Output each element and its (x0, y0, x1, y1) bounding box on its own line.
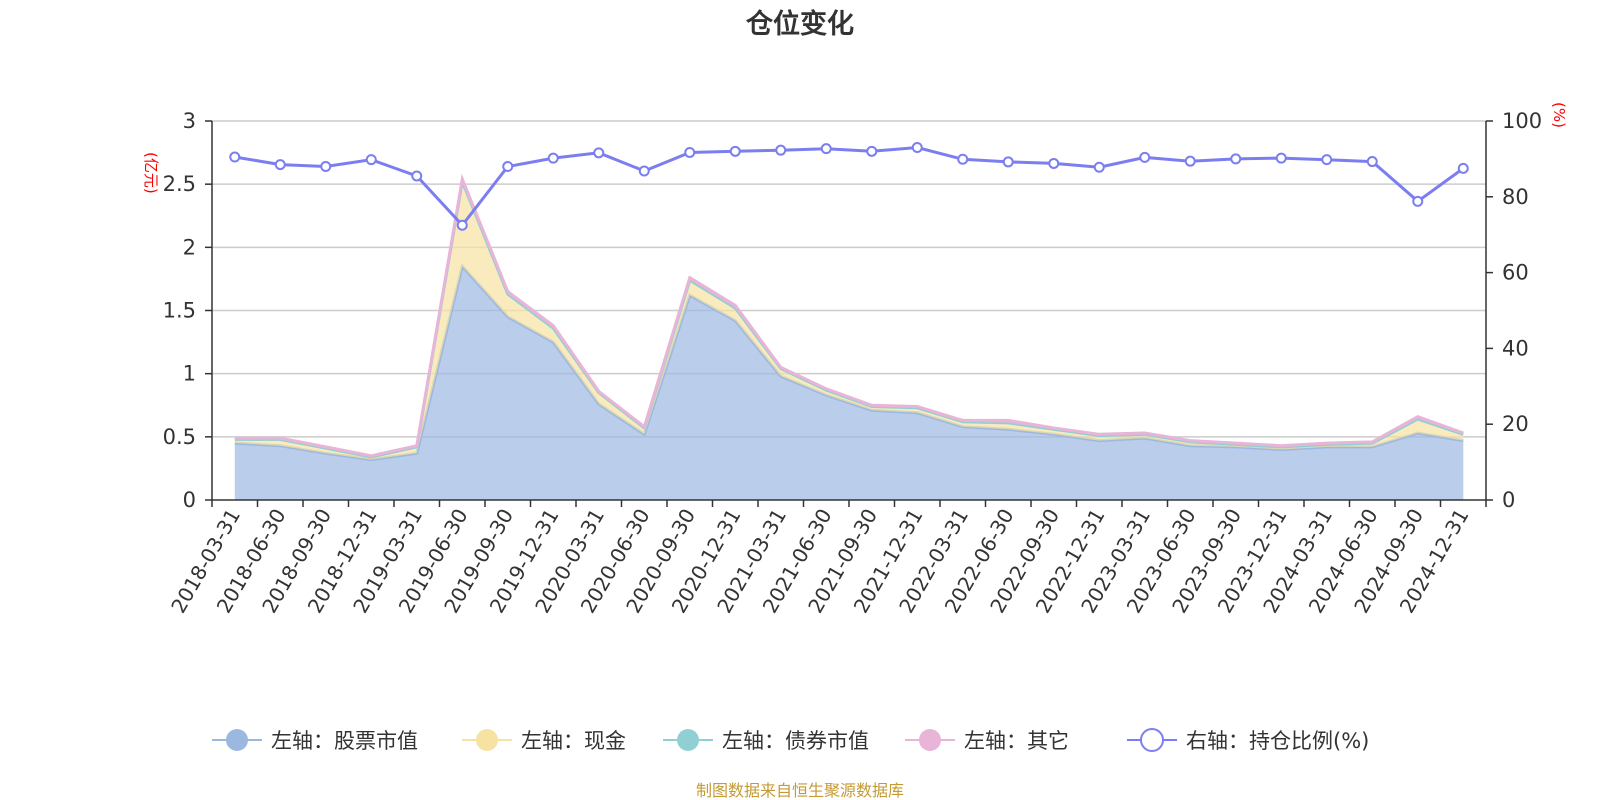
legend-label-2: 左轴：债券市值 (722, 729, 869, 753)
axes: 00.511.522.530204060801002018-03-312018-… (163, 109, 1543, 617)
legend-marker-3 (919, 729, 941, 751)
ratio-point (729, 145, 741, 157)
ratio-point (1457, 162, 1469, 174)
left-tick-label: 1.5 (163, 299, 196, 323)
ratio-point (1321, 154, 1333, 166)
right-tick-label: 80 (1502, 185, 1529, 209)
right-tick-label: 100 (1502, 109, 1542, 133)
ratio-point (593, 147, 605, 159)
ratio-point (1093, 161, 1105, 173)
ratio-point (957, 153, 969, 165)
ratio-line-series (229, 142, 1469, 231)
ratio-point (547, 152, 559, 164)
chart-title: 仓位变化 (745, 8, 854, 40)
right-axis-unit: (%) (1550, 102, 1568, 128)
legend: 左轴：股票市值 左轴：现金 左轴：债券市值 左轴：其它 右轴：持仓比例(%) (212, 728, 1369, 753)
left-tick-label: 0 (183, 488, 196, 512)
ratio-point (1139, 151, 1151, 163)
data-source-note: 制图数据来自恒生聚源数据库 (696, 781, 904, 800)
right-tick-label: 0 (1502, 488, 1515, 512)
ratio-point (911, 142, 923, 154)
ratio-point (320, 160, 332, 172)
right-tick-label: 60 (1502, 261, 1529, 285)
left-tick-label: 2.5 (163, 172, 196, 196)
ratio-point (1002, 156, 1014, 168)
ratio-point (820, 143, 832, 155)
ratio-point (502, 160, 514, 172)
legend-marker-2 (677, 729, 699, 751)
ratio-point (411, 170, 423, 182)
ratio-point (274, 159, 286, 171)
ratio-point (229, 151, 241, 163)
left-tick-label: 1 (183, 362, 196, 386)
ratio-point (866, 145, 878, 157)
legend-marker-1 (476, 729, 498, 751)
ratio-point (1275, 152, 1287, 164)
ratio-point (1048, 157, 1060, 169)
ratio-line (234, 145, 1465, 228)
legend-label-0: 左轴：股票市值 (271, 729, 418, 753)
left-tick-label: 2 (183, 235, 196, 259)
area-series (234, 173, 1464, 500)
ratio-point (684, 146, 696, 158)
left-tick-label: 3 (183, 109, 196, 133)
ratio-point (365, 154, 377, 166)
ratio-point (456, 219, 468, 231)
legend-label-1: 左轴：现金 (521, 729, 626, 753)
right-tick-label: 40 (1502, 336, 1529, 360)
ratio-point (1184, 155, 1196, 167)
grid-lines (212, 120, 1486, 438)
legend-label-3: 左轴：其它 (964, 729, 1069, 753)
left-axis-unit: (亿元) (142, 152, 160, 194)
ratio-point (775, 144, 787, 156)
left-tick-label: 0.5 (163, 425, 196, 449)
legend-label-4: 右轴：持仓比例(%) (1186, 729, 1369, 753)
legend-marker-4 (1140, 728, 1164, 752)
area-edge-3 (234, 173, 1464, 458)
legend-marker-0 (226, 729, 248, 751)
right-tick-label: 20 (1502, 412, 1529, 436)
ratio-point (1230, 153, 1242, 165)
ratio-point (1412, 195, 1424, 207)
ratio-point (1366, 156, 1378, 168)
ratio-point (638, 165, 650, 177)
area-0 (234, 266, 1464, 500)
